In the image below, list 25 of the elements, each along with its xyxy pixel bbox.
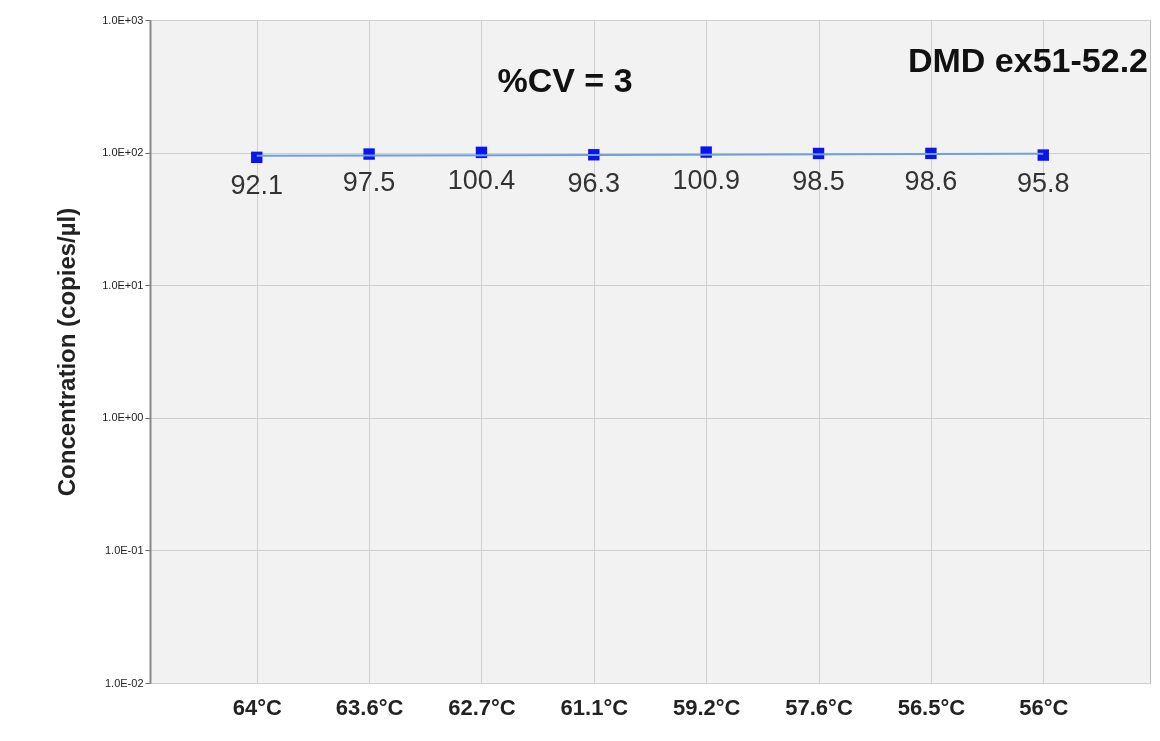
data-label: 92.1: [230, 170, 284, 201]
y-tick-label: 1.0E+02: [102, 146, 144, 159]
x-tick-label: 56.5°C: [897, 694, 966, 720]
x-tick-label: 57.6°C: [785, 694, 853, 720]
y-tick-label: 1.0E-01: [104, 543, 144, 556]
data-label: 100.9: [672, 165, 740, 196]
x-tick-label: 56°C: [1019, 694, 1069, 720]
annotation: %CV = 3: [497, 61, 633, 99]
data-label: 98.6: [904, 166, 958, 197]
data-label: 100.4: [447, 165, 516, 196]
x-tick-label: 63.6°C: [335, 694, 404, 720]
x-tick-label: 64°C: [232, 694, 282, 720]
data-label: 96.3: [567, 167, 621, 198]
data-label: 98.5: [792, 166, 845, 197]
y-tick-label: 1.0E+03: [102, 13, 144, 26]
y-axis-title: Concentration (copies/µl): [53, 207, 81, 497]
y-tick-label: 1.0E+00: [102, 411, 144, 424]
x-tick-label: 61.1°C: [560, 694, 629, 720]
x-tick-label: 59.2°C: [672, 694, 741, 720]
y-tick-label: 1.0E+01: [102, 278, 144, 291]
annotation: DMD ex51-52.2: [907, 41, 1148, 79]
x-tick-label: 62.7°C: [448, 694, 516, 720]
data-label: 97.5: [342, 167, 396, 198]
data-label: 95.8: [1016, 168, 1070, 199]
y-tick-label: 1.0E-02: [104, 676, 144, 689]
